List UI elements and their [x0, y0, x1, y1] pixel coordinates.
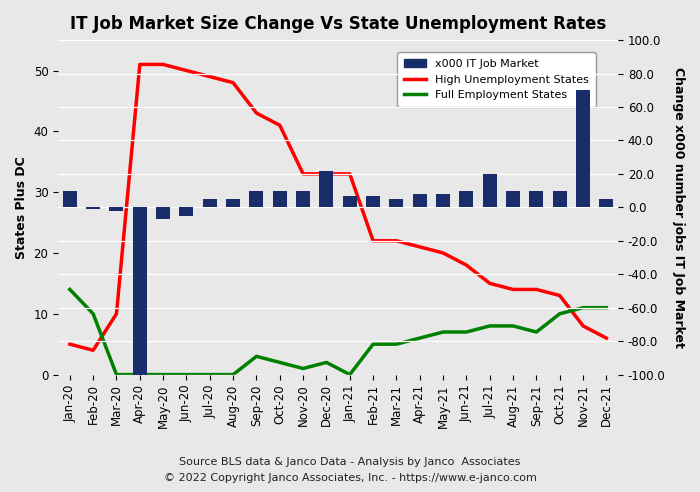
- Bar: [576, 90, 590, 207]
- Legend: x000 IT Job Market, High Unemployment States, Full Employment States: x000 IT Job Market, High Unemployment St…: [398, 52, 596, 107]
- Bar: [553, 190, 567, 207]
- Bar: [319, 171, 333, 207]
- Bar: [389, 199, 403, 207]
- Bar: [156, 207, 170, 219]
- Y-axis label: States Plus DC: States Plus DC: [15, 156, 28, 259]
- Bar: [296, 190, 310, 207]
- Title: IT Job Market Size Change Vs State Unemployment Rates: IT Job Market Size Change Vs State Unemp…: [70, 15, 606, 33]
- Bar: [366, 196, 380, 207]
- Bar: [203, 199, 217, 207]
- Y-axis label: Change x000 number jobs IT Job Market: Change x000 number jobs IT Job Market: [672, 67, 685, 348]
- Bar: [529, 190, 543, 207]
- Bar: [459, 190, 473, 207]
- Bar: [506, 190, 520, 207]
- Bar: [179, 207, 193, 215]
- Bar: [86, 207, 100, 209]
- Bar: [413, 194, 427, 207]
- Text: Source BLS data & Janco Data - Analysis by Janco  Associates: Source BLS data & Janco Data - Analysis …: [179, 457, 521, 467]
- Bar: [109, 207, 123, 211]
- Bar: [599, 199, 613, 207]
- Bar: [436, 194, 450, 207]
- Bar: [249, 190, 263, 207]
- Text: © 2022 Copyright Janco Associates, Inc. - https://www.e-janco.com: © 2022 Copyright Janco Associates, Inc. …: [164, 473, 536, 483]
- Bar: [226, 199, 240, 207]
- Bar: [483, 174, 497, 207]
- Bar: [273, 190, 287, 207]
- Bar: [133, 207, 147, 378]
- Bar: [63, 190, 77, 207]
- Bar: [343, 196, 357, 207]
